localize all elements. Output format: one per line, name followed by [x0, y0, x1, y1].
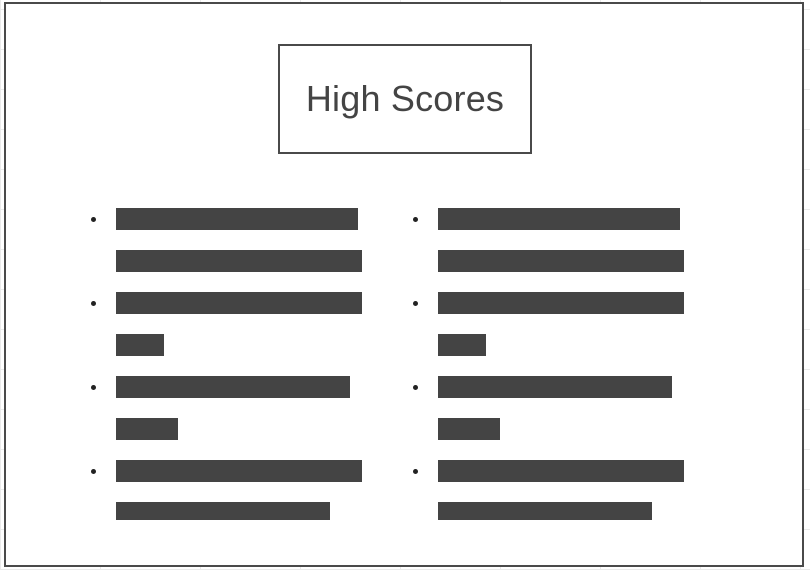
redacted-score-bar [438, 292, 684, 314]
redacted-score-bar [116, 334, 164, 356]
redacted-score-bar [116, 418, 178, 440]
bullet-icon [91, 301, 96, 306]
redacted-score-bar [438, 250, 684, 272]
redacted-score-bar [438, 502, 652, 520]
redacted-score-bar [116, 376, 350, 398]
bullet-icon [91, 385, 96, 390]
bullet-icon [413, 469, 418, 474]
redacted-score-bar [438, 418, 500, 440]
bullet-icon [413, 385, 418, 390]
bullet-icon [413, 301, 418, 306]
page-title: High Scores [305, 78, 505, 119]
redacted-score-bar [438, 376, 672, 398]
title-box: High Scores [278, 44, 532, 154]
redacted-score-bar [438, 460, 684, 482]
redacted-score-bar [116, 208, 358, 230]
redacted-score-bar [438, 334, 486, 356]
bullet-icon [413, 217, 418, 222]
redacted-score-bar [116, 250, 362, 272]
redacted-score-bar [116, 292, 362, 314]
bullet-icon [91, 469, 96, 474]
redacted-score-bar [116, 460, 362, 482]
bullet-icon [91, 217, 96, 222]
redacted-score-bar [116, 502, 330, 520]
redacted-score-bar [438, 208, 680, 230]
